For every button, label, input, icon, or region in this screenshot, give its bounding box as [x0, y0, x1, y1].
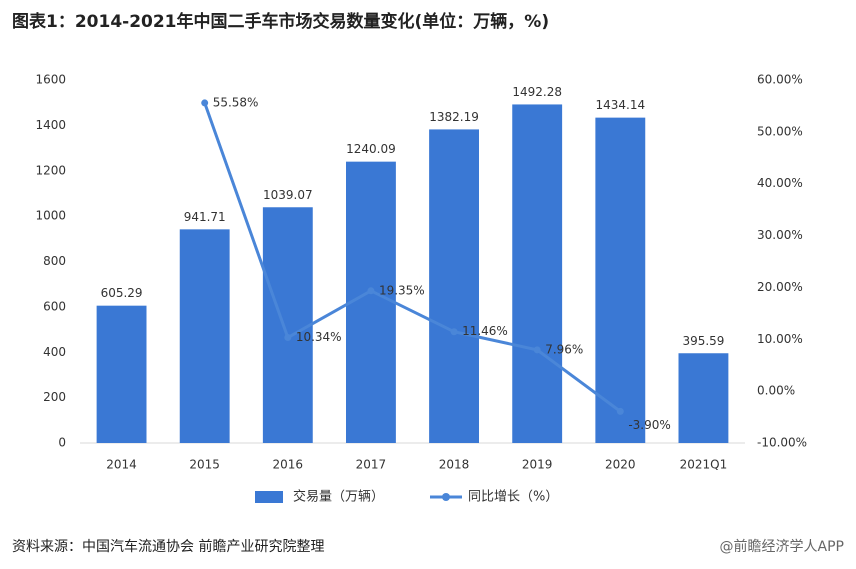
y-tick-label: 1200: [35, 163, 66, 177]
line-value-label: 10.34%: [296, 330, 342, 344]
y-tick-label: 200: [43, 390, 66, 404]
x-tick-label: 2016: [273, 458, 304, 472]
line-point: [284, 334, 292, 342]
bar: [429, 129, 479, 443]
line-value-label: -3.90%: [628, 418, 670, 432]
bar: [595, 117, 646, 443]
source: 资料来源：中国汽车流通协会 前瞻产业研究院整理: [12, 538, 324, 555]
legend-swatch: [255, 491, 283, 503]
y-tick-label: 1400: [35, 118, 66, 132]
line-point: [450, 328, 458, 336]
legend-label: 交易量（万辆）: [293, 489, 384, 505]
y-tick-label: 1000: [35, 209, 66, 223]
y2-tick-label: 10.00%: [757, 332, 803, 346]
y-tick-label: 0: [58, 436, 66, 450]
bar: [678, 353, 729, 443]
line-value-label: 7.96%: [545, 342, 583, 356]
chart-title: 图表1：2014-2021年中国二手车市场交易数量变化(单位：万辆，%): [12, 11, 549, 32]
bar-value-label: 1240.09: [346, 142, 396, 156]
x-tick-label: 2015: [189, 458, 220, 472]
bar-value-label: 941.71: [184, 210, 226, 224]
line-point: [367, 287, 375, 295]
line-value-label: 11.46%: [462, 324, 508, 338]
y2-tick-label: 0.00%: [757, 384, 795, 398]
line-point: [201, 99, 209, 107]
x-tick-label: 2014: [106, 458, 137, 472]
y2-tick-label: 20.00%: [757, 280, 803, 294]
bar: [512, 104, 563, 444]
bar: [346, 161, 396, 443]
line-value-label: 55.58%: [213, 95, 259, 109]
bar-value-label: 395.59: [682, 334, 724, 348]
line-value-label: 19.35%: [379, 283, 425, 297]
x-tick-label: 2020: [605, 458, 636, 472]
x-tick-label: 2018: [439, 458, 470, 472]
line-point: [616, 407, 624, 415]
bar: [179, 229, 230, 443]
x-tick-label: 2017: [356, 458, 387, 472]
y2-tick-label: 60.00%: [757, 73, 803, 87]
y-tick-label: 400: [43, 345, 66, 359]
legend-swatch: [442, 493, 450, 501]
y2-tick-label: -10.00%: [757, 436, 807, 450]
bar-value-label: 605.29: [101, 286, 143, 300]
bar-value-label: 1434.14: [596, 98, 646, 112]
x-tick-label: 2019: [522, 458, 553, 472]
y-tick-label: 1600: [35, 73, 66, 87]
y-tick-label: 800: [43, 254, 66, 268]
y2-tick-label: 50.00%: [757, 124, 803, 138]
line-point: [533, 346, 541, 354]
bar-value-label: 1039.07: [263, 188, 313, 202]
line: [203, 102, 622, 413]
y-tick-label: 600: [43, 299, 66, 313]
bar: [96, 305, 147, 443]
bar-value-label: 1492.28: [512, 85, 562, 99]
bar: [262, 207, 313, 443]
x-tick-label: 2021Q1: [680, 458, 728, 472]
bar-value-label: 1382.19: [429, 110, 479, 124]
watermark: @前瞻经济学人APP: [720, 538, 844, 555]
legend-label: 同比增长（%）: [468, 490, 558, 505]
y2-tick-label: 30.00%: [757, 228, 803, 242]
y2-tick-label: 40.00%: [757, 176, 803, 190]
